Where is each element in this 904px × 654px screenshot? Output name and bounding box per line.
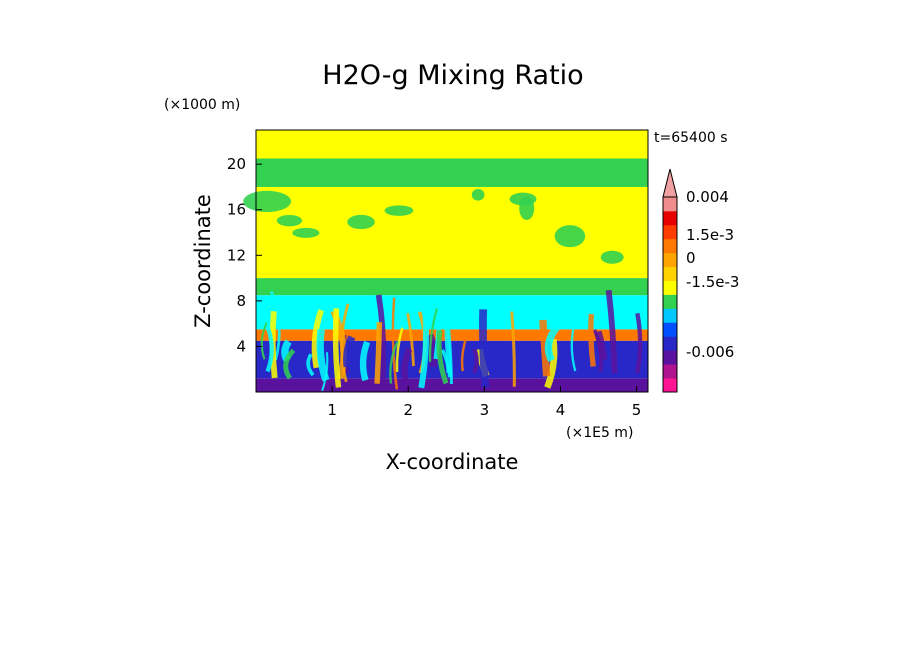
- colorbar-segment: [663, 364, 677, 379]
- cloud-patch: [388, 266, 406, 275]
- cloud-patch: [292, 227, 320, 238]
- cloud-patch: [243, 190, 292, 213]
- y-tick-label: 16: [227, 201, 246, 219]
- plume-stroke: [460, 331, 470, 372]
- plume-stroke: [265, 327, 274, 373]
- cloud-patch: [384, 205, 414, 216]
- cloud-patch: [424, 217, 438, 239]
- x-axis-label: X-coordinate: [386, 450, 519, 474]
- plume-stroke: [570, 320, 577, 372]
- plume-stroke: [594, 330, 608, 361]
- plume-stroke: [436, 330, 449, 385]
- cloud-patch: [259, 217, 276, 226]
- color-band: [256, 278, 648, 296]
- cloud-patch: [435, 218, 467, 242]
- plume-stroke: [395, 327, 404, 373]
- cloud-patch: [469, 255, 506, 275]
- colorbar-arrow: [662, 168, 678, 198]
- plume-stroke: [375, 294, 387, 387]
- x-tick-label: 5: [632, 401, 642, 419]
- plume-stroke: [406, 312, 415, 367]
- plume-stroke: [343, 335, 356, 368]
- plume-stroke: [359, 340, 371, 382]
- plume-stroke: [306, 353, 315, 377]
- plume-stroke: [635, 312, 643, 374]
- x-tick-label: 4: [556, 401, 566, 419]
- cloud-patch: [276, 214, 303, 227]
- x-tick-label: 1: [327, 401, 337, 419]
- cloud-patch: [471, 189, 485, 201]
- colorbar-label: 0.004: [686, 188, 729, 206]
- time-label: t=65400 s: [654, 130, 728, 146]
- cloud-patch: [554, 225, 586, 248]
- plume-stroke: [433, 297, 442, 360]
- colorbar-segment: [663, 224, 677, 240]
- y-axis-label: Z-coordinate: [191, 194, 215, 328]
- colorbar-frame: [662, 196, 678, 393]
- x-tick-label: 3: [480, 401, 490, 419]
- plume-stroke: [544, 338, 558, 389]
- cloud-patch: [534, 266, 561, 278]
- y-tick-label: 20: [227, 155, 246, 173]
- plume-stroke: [605, 289, 618, 374]
- y-tick-label: 4: [236, 337, 246, 355]
- plume-stroke: [472, 348, 479, 374]
- colorbar-label: 0: [686, 249, 696, 267]
- chart-title: H2O-g Mixing Ratio: [322, 60, 583, 91]
- plot-frame: [255, 129, 649, 393]
- colorbar-segment: [663, 210, 677, 226]
- cloud-patch: [345, 263, 370, 271]
- cloud-patch: [509, 192, 537, 206]
- x-tick-label: 2: [403, 401, 413, 419]
- plume-stroke: [401, 347, 413, 393]
- color-band: [256, 130, 648, 159]
- plume-stroke: [510, 311, 516, 387]
- plume-stroke: [340, 303, 350, 383]
- cloud-patch: [504, 255, 543, 264]
- color-band: [256, 329, 648, 341]
- colorbar-segment: [663, 378, 677, 393]
- y-axis-unit: (×1000 m): [164, 97, 240, 113]
- plume-stroke: [588, 313, 596, 367]
- cloud-patch: [442, 262, 455, 277]
- colorbar-segment: [663, 294, 677, 309]
- plot-area: [243, 129, 649, 393]
- cloud-patch: [600, 250, 624, 264]
- plume-stroke: [389, 340, 399, 384]
- plume-stroke: [260, 322, 268, 360]
- cloud-patch: [347, 214, 375, 230]
- colorbar-label: -0.006: [686, 343, 734, 361]
- colorbar-segment: [663, 350, 677, 365]
- plume-stroke: [428, 308, 439, 362]
- plume-stroke: [316, 328, 330, 382]
- plume-stroke: [332, 308, 342, 388]
- plume-stroke: [374, 322, 383, 384]
- colorbar-segment: [663, 252, 677, 268]
- y-tick-label: 12: [227, 246, 246, 264]
- colorbar-segment: [663, 266, 677, 281]
- colorbar-segment: [663, 322, 677, 337]
- plume-stroke: [270, 291, 281, 361]
- cloud-patch: [421, 208, 446, 216]
- plume-stroke: [444, 300, 453, 378]
- colorbar-label: 1.5e-3: [686, 226, 734, 244]
- colorbar-segment: [663, 308, 677, 323]
- colorbar-label: -1.5e-3: [686, 273, 739, 291]
- colorbar-segment: [663, 280, 677, 295]
- colorbar-segment: [663, 197, 677, 212]
- colorbar: [662, 168, 678, 393]
- plume-stroke: [479, 309, 490, 388]
- plume-stroke: [418, 296, 430, 389]
- plume-stroke: [544, 324, 560, 363]
- colorbar-segment: [663, 336, 677, 351]
- y-tick-label: 8: [236, 292, 246, 310]
- x-axis-unit: (×1E5 m): [566, 425, 633, 441]
- colorbar-segment: [663, 238, 677, 254]
- plume-stroke: [283, 348, 296, 380]
- plume-stroke: [391, 297, 399, 390]
- cloud-patch: [300, 241, 316, 255]
- color-band: [256, 158, 648, 187]
- plume-stroke: [311, 309, 324, 369]
